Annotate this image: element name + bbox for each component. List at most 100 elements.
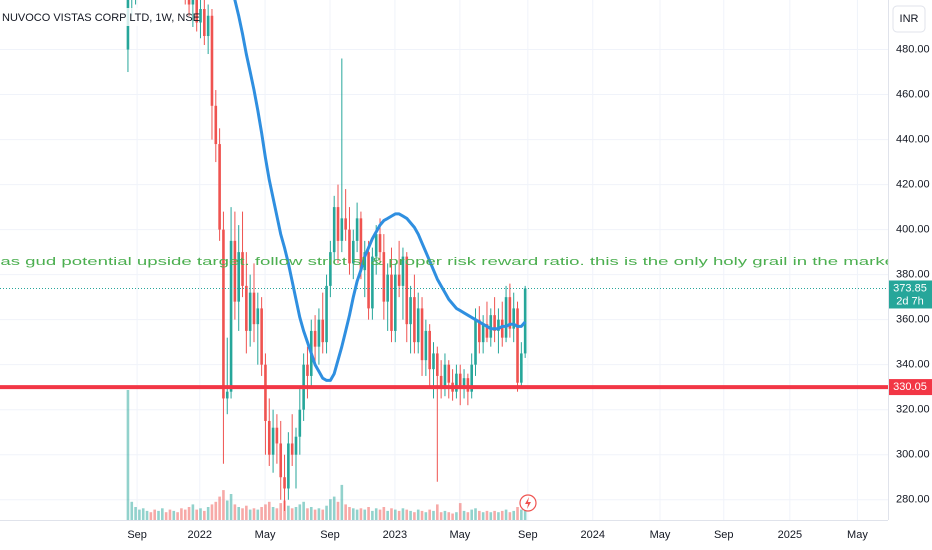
candle-body — [520, 353, 523, 383]
volume-bar — [332, 496, 336, 520]
candle-body — [516, 308, 519, 383]
y-tick-label: 360.00 — [896, 314, 930, 326]
candle-body — [206, 15, 210, 37]
volume-bar — [214, 501, 218, 520]
volume-bar — [455, 512, 458, 520]
candle-body — [428, 330, 431, 370]
candle-body — [413, 297, 416, 343]
candle-body — [359, 218, 363, 271]
volume-bar — [470, 509, 473, 520]
volume-bar — [401, 508, 405, 520]
x-tick-label: May — [449, 529, 470, 541]
volume-bar — [267, 501, 271, 520]
volume-bar — [386, 510, 389, 520]
candle-body — [420, 308, 424, 361]
x-tick-label: Sep — [127, 529, 147, 541]
candle-body — [248, 292, 252, 331]
candle-body — [523, 288, 527, 354]
currency-button[interactable] — [892, 5, 926, 33]
volume-bar — [523, 508, 527, 520]
y-tick-label: 340.00 — [896, 359, 930, 371]
candle-body — [474, 319, 477, 365]
candle-body — [294, 436, 298, 455]
support-box — [889, 379, 932, 396]
annotation: has gud potential upside target. follow … — [0, 256, 895, 268]
volume-bar — [439, 512, 443, 520]
candle-body — [336, 207, 340, 241]
candle-body — [290, 443, 294, 455]
candle-body — [329, 252, 332, 286]
candle-body — [432, 353, 435, 370]
volume-bar — [187, 507, 191, 520]
candle-body — [225, 391, 229, 399]
candle-body — [367, 252, 370, 309]
candle-body — [374, 234, 378, 257]
volume-bar — [264, 504, 267, 520]
volume-bar — [176, 512, 179, 520]
volume-bar — [237, 507, 241, 520]
volume-bar — [287, 505, 290, 520]
volume-bar — [321, 509, 325, 520]
candle-body — [348, 229, 351, 264]
volume-bar — [161, 508, 164, 520]
candle-body — [493, 315, 496, 331]
volume-bar — [126, 390, 130, 520]
volume-bar — [302, 501, 305, 520]
volume-bar — [248, 509, 252, 520]
y-tick-label: 280.00 — [896, 494, 930, 506]
x-tick-label: 2023 — [383, 529, 407, 541]
candle-body — [447, 364, 451, 383]
volume-bar — [218, 496, 221, 520]
volume-bar — [466, 512, 470, 520]
candle-body — [187, 0, 191, 5]
volume-bar — [183, 509, 187, 520]
volume-bar — [485, 510, 489, 520]
y-tick-label: 460.00 — [896, 88, 930, 100]
volume-bar — [451, 513, 454, 520]
volume-bar — [141, 508, 145, 520]
volume-bar — [405, 509, 409, 520]
x-tick-label: May — [650, 529, 671, 541]
volume-bar — [313, 509, 317, 520]
candle-body — [443, 364, 447, 388]
candle-body — [279, 443, 283, 478]
volume-bar — [413, 512, 416, 520]
candle-body — [504, 297, 508, 338]
volume-bar — [428, 509, 431, 520]
support-label: 330.05 — [893, 381, 927, 393]
candle-body — [394, 274, 397, 331]
candle-body — [485, 324, 489, 338]
candle-body — [283, 477, 286, 489]
volume-bar — [478, 510, 481, 520]
currency: INR — [900, 13, 919, 25]
volume-bar — [420, 510, 424, 520]
moving-average — [233, 0, 527, 382]
candle-body — [229, 240, 233, 392]
volume-bar — [172, 510, 176, 520]
candle-body — [401, 256, 405, 286]
volume-bar — [493, 510, 496, 520]
y-tick-label: 400.00 — [896, 224, 930, 236]
candle-body — [264, 364, 267, 421]
volume-bar — [317, 508, 321, 520]
volume-bar — [229, 494, 233, 520]
candle-body — [298, 409, 302, 437]
volume-bar — [149, 512, 153, 520]
volume-bar — [199, 508, 202, 520]
x-tick-label: 2022 — [188, 529, 212, 541]
volume-bar — [516, 507, 519, 520]
volume-bar — [260, 507, 263, 520]
candle-body — [436, 353, 439, 376]
volume-bar — [355, 509, 359, 520]
volume-bar — [497, 512, 500, 520]
candle-body — [458, 373, 462, 388]
title-bg — [0, 8, 170, 26]
volume-bar — [397, 510, 401, 520]
y-tick-label: 320.00 — [896, 404, 930, 416]
candle-body — [195, 0, 198, 23]
volume-bar — [206, 507, 210, 520]
volume-bar — [256, 509, 260, 520]
candle-body — [241, 252, 244, 286]
volume-bar — [157, 510, 160, 520]
